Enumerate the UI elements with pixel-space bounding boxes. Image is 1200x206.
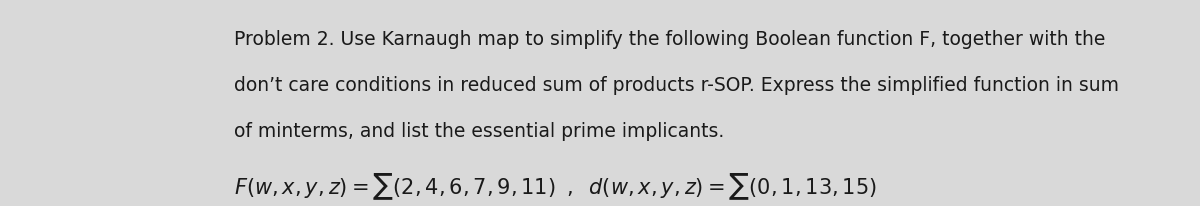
- Text: Problem 2. Use Karnaugh map to simplify the following Boolean function F, togeth: Problem 2. Use Karnaugh map to simplify …: [234, 29, 1105, 48]
- Text: $F(w, x, y, z) = \sum(2,4,6,7,9,11)$$\;\;,\;\;$$d(w, x, y, z) = \sum(0,1,13,15)$: $F(w, x, y, z) = \sum(2,4,6,7,9,11)$$\;\…: [234, 171, 877, 201]
- Text: don’t care conditions in reduced sum of products r-SOP. Express the simplified f: don’t care conditions in reduced sum of …: [234, 75, 1118, 94]
- Text: of minterms, and list the essential prime implicants.: of minterms, and list the essential prim…: [234, 122, 724, 140]
